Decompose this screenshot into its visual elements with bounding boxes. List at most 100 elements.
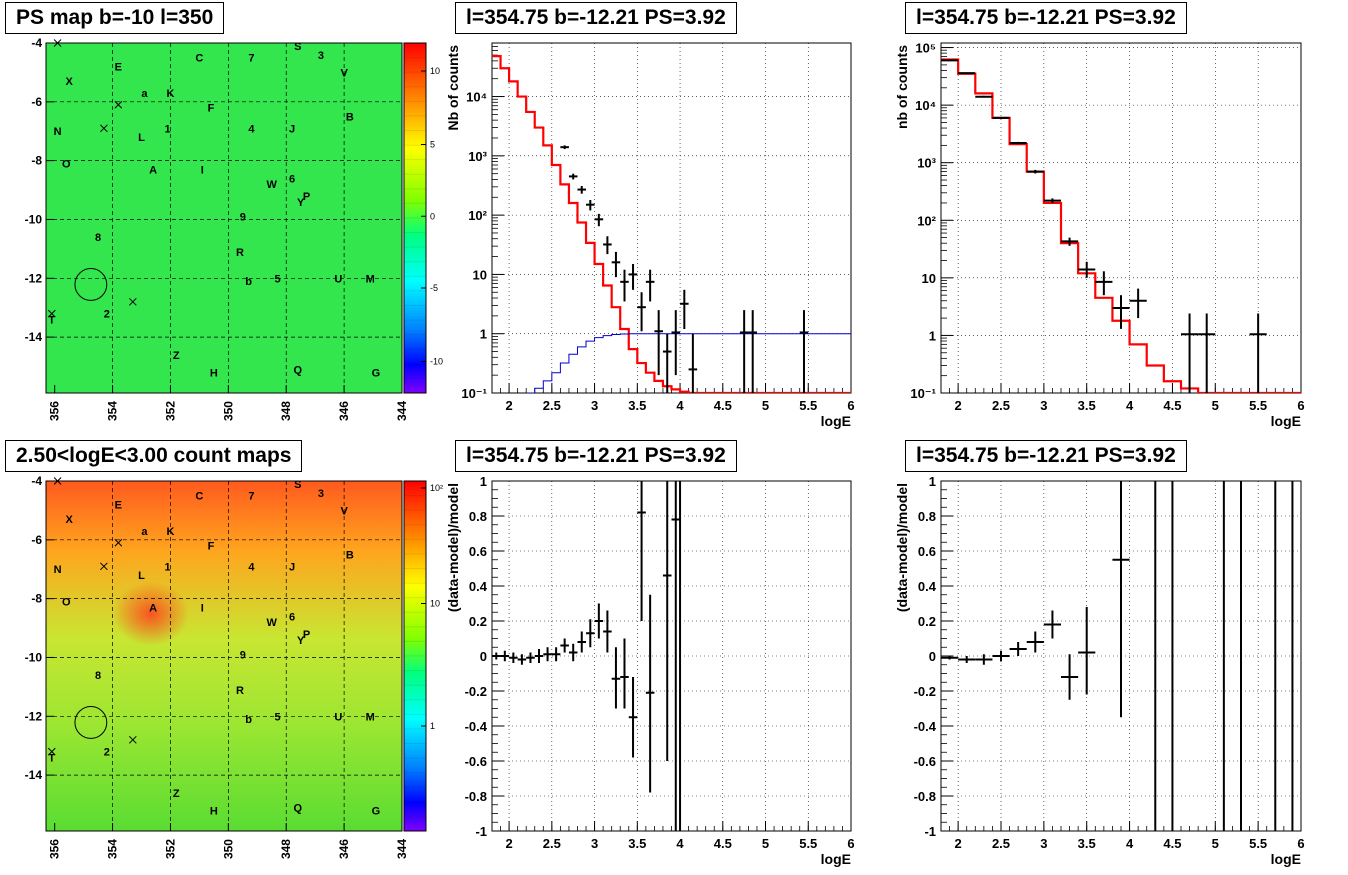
source-label: 6 xyxy=(289,173,295,185)
y-tick-label: -1 xyxy=(475,824,487,839)
y-tick-label: 0.2 xyxy=(469,614,487,629)
y-tick-label: 0.6 xyxy=(469,544,487,559)
cross-marker xyxy=(47,747,56,756)
spec-left-title: l=354.75 b=-12.21 PS=3.92 xyxy=(455,2,737,34)
source-label: 5 xyxy=(274,711,280,723)
x-axis-label: logE xyxy=(1271,413,1301,429)
colorbar-tick-label: 5 xyxy=(430,140,435,150)
source-label: C xyxy=(195,491,203,503)
source-label: F xyxy=(208,541,215,553)
y-tick-label: -0.6 xyxy=(914,754,936,769)
map-y-tick-label: -4 xyxy=(31,36,42,50)
map-x-tick-label: 350 xyxy=(221,401,235,421)
plot-series xyxy=(492,55,851,393)
colorbar-tick-label: 0 xyxy=(430,211,435,221)
source-label: J xyxy=(289,123,295,135)
colorbar xyxy=(403,42,427,394)
ps-map-background xyxy=(45,42,403,394)
x-tick-label: 2.5 xyxy=(992,836,1010,851)
y-tick-label: -0.4 xyxy=(465,719,488,734)
x-tick-label: 3 xyxy=(1040,398,1047,413)
source-label: K xyxy=(166,88,174,100)
residual-right: 2 2.5 3 3.5 4 4.5 5 5.5 6 -1 -0.8 -0.6 -0.4 -0.2 0 0.2 0… xyxy=(894,474,1305,867)
x-tick-label: 4 xyxy=(676,398,684,413)
x-tick-label: 5 xyxy=(762,398,769,413)
map-x-tick-label: 356 xyxy=(48,401,62,421)
source-label: 6 xyxy=(289,611,295,623)
plot-frame xyxy=(940,42,1302,394)
source-label: G xyxy=(372,367,381,379)
x-tick-label: 5.5 xyxy=(1249,398,1267,413)
x-tick-label: 5 xyxy=(1212,398,1219,413)
source-label: 5 xyxy=(274,273,280,285)
source-label: A xyxy=(149,602,157,614)
map-x-tick-label: 352 xyxy=(163,401,177,421)
map-x-tick-label: 344 xyxy=(395,839,409,859)
x-tick-label: 3.5 xyxy=(628,836,646,851)
source-label: A xyxy=(149,164,157,176)
source-label: 7 xyxy=(248,491,254,503)
y-tick-label: 10 xyxy=(473,267,487,282)
source-label: J xyxy=(289,561,295,573)
x-tick-label: 2 xyxy=(955,398,962,413)
source-label: X xyxy=(65,76,73,88)
source-label: I xyxy=(201,164,204,176)
cross-marker xyxy=(128,735,137,744)
y-tick-label: 0.8 xyxy=(469,509,487,524)
y-tick-label: 0.2 xyxy=(918,614,936,629)
source-label: Q xyxy=(294,364,303,376)
source-label: G xyxy=(372,805,381,817)
source-label: S xyxy=(294,41,301,53)
source-label: S xyxy=(294,479,301,491)
x-tick-label: 4.5 xyxy=(1163,398,1181,413)
source-label: a xyxy=(141,88,148,100)
plot-series xyxy=(492,481,682,831)
x-tick-label: 4 xyxy=(1126,836,1134,851)
circle-marker xyxy=(74,268,108,301)
map-y-tick-label: -10 xyxy=(25,212,43,226)
source-label: B xyxy=(346,550,354,562)
source-label: B xyxy=(346,112,354,124)
source-label: Q xyxy=(294,802,303,814)
source-label: b xyxy=(245,714,252,726)
y-tick-label: -0.2 xyxy=(914,684,936,699)
y-tick-label: -0.8 xyxy=(914,789,936,804)
cross-marker xyxy=(53,39,62,47)
map-bottom-title: 2.50<logE<3.00 count maps xyxy=(5,440,303,472)
x-tick-label: 5 xyxy=(762,836,769,851)
map-x-tick-label: 348 xyxy=(279,401,293,421)
source-label: H xyxy=(210,367,218,379)
circle-marker xyxy=(74,706,108,739)
source-label: 9 xyxy=(240,650,246,662)
map-y-tick-label: -4 xyxy=(31,474,42,488)
source-label: 4 xyxy=(248,123,255,135)
y-axis-label: (data-model)/model xyxy=(894,483,910,612)
source-label: 8 xyxy=(95,232,101,244)
count-map-background xyxy=(45,480,403,832)
count-map: 356 354 352 350 348 346 344 -4 -6 -8 -10 -12 -14 S 3 C 7… xyxy=(25,474,443,859)
y-tick-label: 10⁻¹ xyxy=(461,386,487,401)
y-tick-label: 1 xyxy=(929,474,936,489)
map-x-tick-label: 354 xyxy=(106,839,120,859)
source-label: F xyxy=(208,103,215,115)
cross-marker xyxy=(53,477,62,485)
map-x-tick-label: 352 xyxy=(163,839,177,859)
source-label: 2 xyxy=(104,309,110,321)
x-tick-label: 6 xyxy=(847,398,854,413)
cross-marker xyxy=(47,309,56,318)
source-label: I xyxy=(201,602,204,614)
source-label: V xyxy=(340,67,348,79)
map-y-tick-label: -14 xyxy=(25,330,43,344)
x-axis-label: logE xyxy=(821,413,851,429)
y-tick-label: 0 xyxy=(929,649,936,664)
map-y-tick-label: -10 xyxy=(25,650,43,664)
colorbar-tick-label: -5 xyxy=(430,283,438,293)
x-axis-label: logE xyxy=(1271,851,1301,867)
y-tick-label: -0.2 xyxy=(465,684,487,699)
colorbar xyxy=(403,480,427,832)
map-x-tick-label: 354 xyxy=(106,401,120,421)
source-label: 8 xyxy=(95,670,101,682)
x-tick-label: 4.5 xyxy=(714,398,732,413)
plot-frame xyxy=(491,42,852,394)
